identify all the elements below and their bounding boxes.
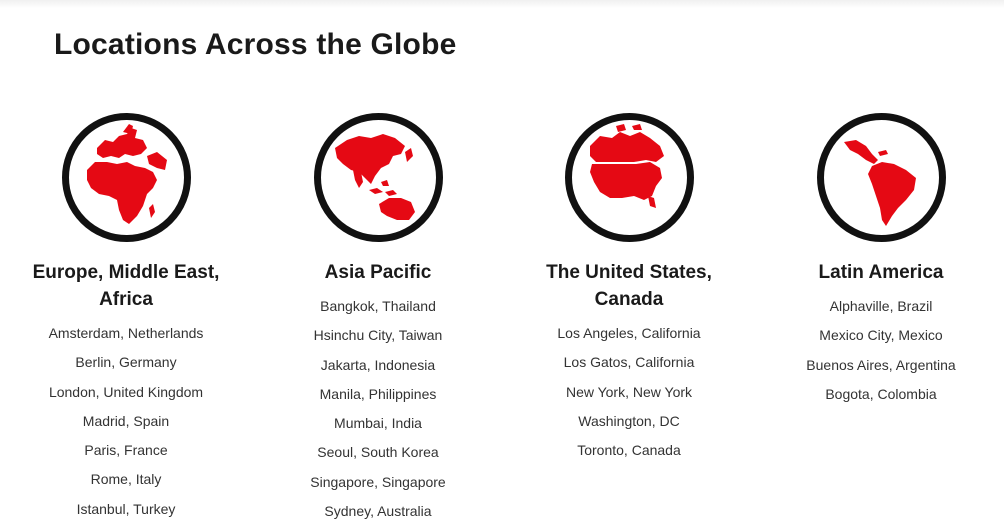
- region-title: Latin America: [818, 262, 944, 283]
- region-title: Asia Pacific: [324, 262, 432, 283]
- globe-north-america-icon: [564, 113, 694, 242]
- city-item: Berlin, Germany: [75, 354, 177, 371]
- city-item: Paris, France: [84, 442, 168, 459]
- city-item: Madrid, Spain: [82, 412, 170, 429]
- city-list: Alphaville, Brazil Mexico City, Mexico B…: [766, 292, 996, 409]
- city-item: Singapore, Singapore: [310, 473, 446, 490]
- city-item: London, United Kingdom: [48, 383, 204, 400]
- city-item: Bogota, Colombia: [825, 385, 937, 402]
- region-latin-america: Latin America Alphaville, Brazil Mexico …: [766, 112, 996, 409]
- city-item: Los Angeles, California: [557, 325, 701, 341]
- city-item: Mumbai, India: [334, 415, 422, 432]
- city-item: Seoul, South Korea: [317, 444, 439, 461]
- city-item: New York, New York: [565, 383, 693, 400]
- city-item: Bangkok, Thailand: [320, 298, 436, 314]
- city-item: Mexico City, Mexico: [819, 327, 943, 344]
- city-item: Hsinchu City, Taiwan: [313, 327, 443, 344]
- region-title: The United States, Canada: [546, 262, 712, 310]
- page-title: Locations Across the Globe: [54, 28, 457, 61]
- city-item: Rome, Italy: [90, 471, 162, 488]
- city-list: Los Angeles, California Los Gatos, Calif…: [514, 319, 744, 465]
- region-north-america: The United States, Canada Los Angeles, C…: [514, 112, 744, 465]
- globe-europe-africa-icon: [61, 113, 191, 242]
- city-item: Istanbul, Turkey: [76, 500, 176, 517]
- city-item: Jakarta, Indonesia: [320, 356, 436, 373]
- city-item: Buenos Aires, Argentina: [806, 356, 956, 373]
- region-europe-africa: Europe, Middle East, Africa Amsterdam, N…: [11, 112, 241, 524]
- city-item: Manila, Philippines: [319, 385, 437, 402]
- city-item: Los Gatos, California: [563, 354, 695, 371]
- city-list: Amsterdam, Netherlands Berlin, Germany L…: [11, 319, 241, 524]
- city-list: Bangkok, Thailand Hsinchu City, Taiwan J…: [263, 292, 493, 526]
- globe-latin-america-icon: [816, 113, 946, 242]
- globe-asia-pacific-icon: [313, 113, 443, 242]
- region-title: Europe, Middle East, Africa: [32, 262, 220, 310]
- city-item: Amsterdam, Netherlands: [48, 325, 204, 341]
- region-asia-pacific: Asia Pacific Bangkok, Thailand Hsinchu C…: [263, 112, 493, 526]
- city-item: Sydney, Australia: [324, 503, 432, 520]
- city-item: Alphaville, Brazil: [829, 298, 933, 314]
- city-item: Toronto, Canada: [577, 442, 681, 459]
- city-item: Washington, DC: [578, 412, 680, 429]
- header-shadow: [0, 0, 1004, 8]
